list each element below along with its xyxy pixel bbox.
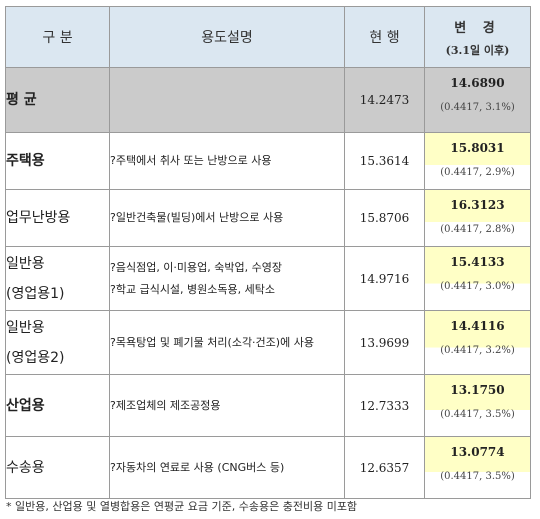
category-label: 평 균 (6, 92, 37, 108)
row-change: 16.3123 (0.4417, 2.8%) (424, 189, 531, 247)
row-change: 14.4116 (0.4417, 3.2%) (424, 310, 531, 375)
category-sublabel: (영업용1) (6, 285, 65, 302)
row-change: 15.4133 (0.4417, 3.0%) (424, 246, 531, 311)
row-current: 14.2473 (344, 67, 425, 133)
row-category: 산업용 (5, 374, 110, 437)
change-delta: (0.4417, 3.2%) (440, 345, 515, 356)
table-row-transport: 수송용 ?자동차의 연료로 사용 (CNG버스 등) 12.6357 13.07… (5, 436, 531, 499)
change-value: 14.4116 (450, 319, 505, 333)
row-current: 14.9716 (344, 246, 425, 311)
description-line: ?제조업체의 제조공정용 (110, 398, 221, 412)
row-change: 14.6890 (0.4417, 3.1%) (424, 67, 531, 133)
rate-table: 구 분 용도설명 현 행 변 경 (3.1일 이후) 평 균 14.2473 1… (5, 6, 531, 499)
row-change: 13.0774 (0.4417, 3.5%) (424, 436, 531, 499)
change-delta: (0.4417, 2.9%) (440, 167, 515, 178)
header-change: 변 경 (3.1일 이후) (424, 6, 531, 68)
category-label: 산업용 (6, 397, 45, 414)
header-description: 용도설명 (109, 6, 345, 68)
change-value: 13.0774 (450, 445, 505, 459)
row-change: 15.8031 (0.4417, 2.9%) (424, 132, 531, 190)
category-label: 수송용 (6, 459, 45, 476)
row-change: 13.1750 (0.4417, 3.5%) (424, 374, 531, 437)
category-label: 일반용 (6, 255, 45, 272)
change-value: 14.6890 (450, 76, 505, 90)
change-value: 15.4133 (450, 255, 505, 269)
row-description: ?목욕탕업 및 폐기물 처리(소각·건조)에 사용 (109, 310, 345, 375)
change-value: 15.8031 (450, 141, 505, 155)
header-change-label: 변 경 (454, 20, 501, 36)
description-line: ?목욕탕업 및 폐기물 처리(소각·건조)에 사용 (110, 336, 314, 349)
row-description: ?제조업체의 제조공정용 (109, 374, 345, 437)
row-description (109, 67, 345, 133)
row-current: 15.8706 (344, 189, 425, 247)
row-category: 일반용 (영업용1) (5, 246, 110, 311)
description-line: ?주택에서 취사 또는 난방으로 사용 (110, 154, 272, 167)
category-label: 업무난방용 (6, 210, 71, 226)
change-value: 16.3123 (450, 198, 505, 212)
header-change-sub: (3.1일 이후) (445, 43, 510, 57)
row-category: 일반용 (영업용2) (5, 310, 110, 375)
row-current: 15.3614 (344, 132, 425, 190)
table-row-general-business2: 일반용 (영업용2) ?목욕탕업 및 폐기물 처리(소각·건조)에 사용 13.… (5, 310, 531, 375)
table-row-general-business1: 일반용 (영업용1) ?음식점업, 이·미용업, 숙박업, 수영장 ?학교 급식… (5, 246, 531, 311)
footnote: * 일반용, 산업용 및 열병합용은 연평균 요금 기준, 수송용은 충전비용 … (6, 500, 358, 513)
row-description: ?음식점업, 이·미용업, 숙박업, 수영장 ?학교 급식시설, 병원소독용, … (109, 246, 345, 311)
row-current: 12.7333 (344, 374, 425, 437)
table-row-average: 평 균 14.2473 14.6890 (0.4417, 3.1%) (5, 67, 531, 133)
row-category: 평 균 (5, 67, 110, 133)
change-delta: (0.4417, 3.1%) (440, 102, 515, 113)
header-row: 구 분 용도설명 현 행 변 경 (3.1일 이후) (5, 6, 531, 68)
change-delta: (0.4417, 3.5%) (440, 471, 515, 482)
header-category: 구 분 (5, 6, 110, 68)
change-delta: (0.4417, 3.5%) (440, 409, 515, 420)
description-line: ?음식점업, 이·미용업, 숙박업, 수영장 (110, 260, 282, 274)
row-category: 업무난방용 (5, 189, 110, 247)
row-description: ?주택에서 취사 또는 난방으로 사용 (109, 132, 345, 190)
change-value: 13.1750 (450, 383, 505, 397)
change-delta: (0.4417, 3.0%) (440, 281, 515, 292)
header-current: 현 행 (344, 6, 425, 68)
table-row-residential: 주택용 ?주택에서 취사 또는 난방으로 사용 15.3614 15.8031 … (5, 132, 531, 190)
change-delta: (0.4417, 2.8%) (440, 224, 515, 235)
category-label: 주택용 (6, 153, 45, 169)
row-description: ?일반건축물(빌딩)에서 난방으로 사용 (109, 189, 345, 247)
category-label: 일반용 (6, 319, 45, 336)
table-row-office-heating: 업무난방용 ?일반건축물(빌딩)에서 난방으로 사용 15.8706 16.31… (5, 189, 531, 247)
row-description: ?자동차의 연료로 사용 (CNG버스 등) (109, 436, 345, 499)
table-row-industrial: 산업용 ?제조업체의 제조공정용 12.7333 13.1750 (0.4417… (5, 374, 531, 437)
description-line: ?학교 급식시설, 병원소독용, 세탁소 (110, 282, 276, 296)
description-line: ?일반건축물(빌딩)에서 난방으로 사용 (110, 211, 284, 224)
category-sublabel: (영업용2) (6, 349, 65, 366)
description-line: ?자동차의 연료로 사용 (CNG버스 등) (110, 460, 285, 474)
row-current: 12.6357 (344, 436, 425, 499)
row-category: 주택용 (5, 132, 110, 190)
row-category: 수송용 (5, 436, 110, 499)
row-current: 13.9699 (344, 310, 425, 375)
